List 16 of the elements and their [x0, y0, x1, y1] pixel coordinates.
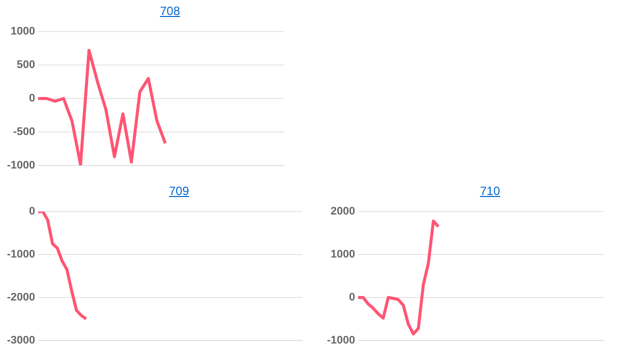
- y-tick-label: 500: [16, 59, 36, 72]
- chart-title: 709: [168, 183, 190, 200]
- y-tick-label: 1000: [10, 26, 36, 38]
- y-tick-label: -3000: [6, 334, 36, 346]
- y-tick-label: -1000: [6, 248, 36, 261]
- chart-title: 710: [478, 183, 502, 200]
- y-tick-label: 0: [29, 206, 36, 218]
- y-tick-label: -2000: [6, 292, 36, 304]
- y-tick-label: -1000: [6, 159, 36, 172]
- y-tick-label: 0: [29, 92, 36, 105]
- y-tick-label: 0: [349, 292, 356, 304]
- chart-title: 708: [158, 3, 182, 20]
- y-tick-label: -1000: [326, 334, 356, 346]
- y-tick-label: 1000: [330, 248, 356, 261]
- y-tick-label: -500: [13, 126, 36, 138]
- y-tick-label: 2000: [330, 206, 356, 218]
